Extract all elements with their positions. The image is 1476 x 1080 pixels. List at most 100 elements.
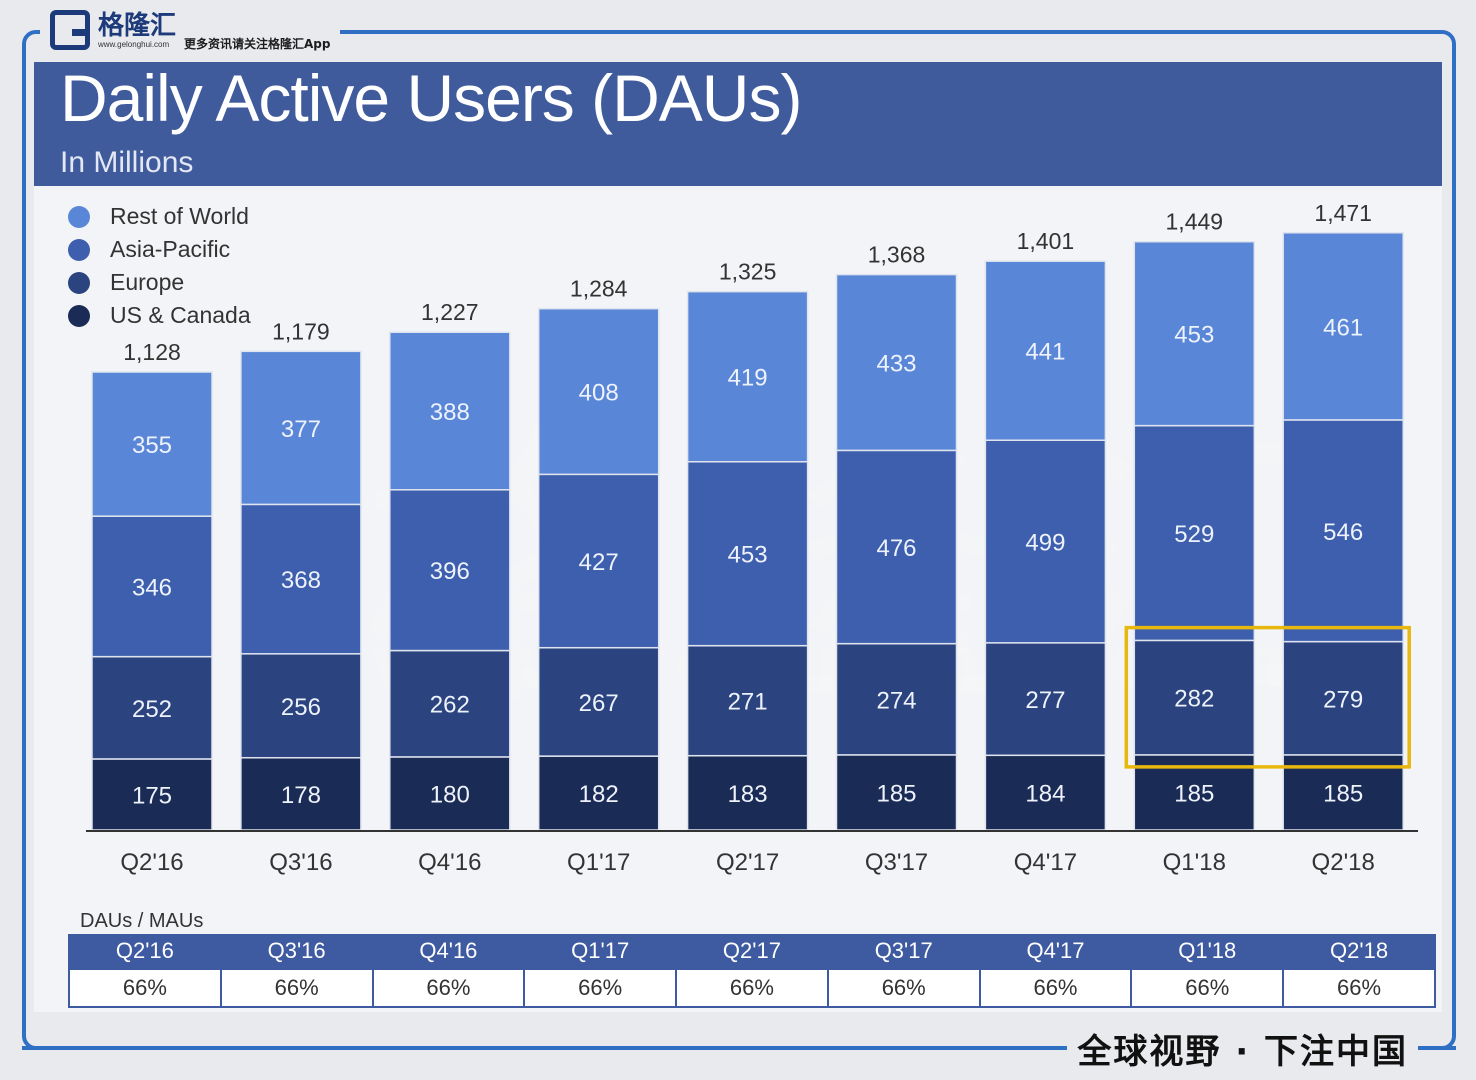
bar-segment-asia-pacific xyxy=(686,461,809,647)
bar-value-label: 252 xyxy=(132,696,172,723)
footer-divider xyxy=(22,1046,1456,1050)
bar-segment-rest-of-world xyxy=(240,350,362,506)
bar-value-label: 453 xyxy=(1174,322,1214,349)
ratio-value-cell: 66% xyxy=(1282,968,1436,1008)
bar-total-label: 1,449 xyxy=(1166,209,1224,235)
legend-label: Asia-Pacific xyxy=(110,236,231,262)
bar-value-label: 185 xyxy=(1323,780,1363,807)
legend-swatch xyxy=(68,238,90,261)
bar-segment-europe xyxy=(537,646,660,757)
bar-segment-europe xyxy=(686,644,809,757)
brand-g-icon xyxy=(50,10,90,50)
bar-value-label: 355 xyxy=(132,432,172,459)
bar-value-label: 180 xyxy=(430,781,470,808)
ratio-header-cell: Q2'17 xyxy=(675,934,829,969)
x-tick-label: Q3'17 xyxy=(865,849,928,876)
legend-swatch xyxy=(68,304,90,327)
x-tick-label: Q2'16 xyxy=(120,849,183,876)
ratio-table-title: DAUs / MAUs xyxy=(80,910,204,932)
bar-value-label: 529 xyxy=(1174,521,1214,548)
bar-segment-us-canada xyxy=(389,756,511,831)
bar-total-label: 1,179 xyxy=(272,318,330,344)
bar-value-label: 185 xyxy=(876,780,916,807)
brand-tagline: 更多资讯请关注格隆汇App xyxy=(184,37,331,51)
bar-value-label: 476 xyxy=(876,535,916,562)
x-tick-label: Q2'18 xyxy=(1312,849,1375,876)
bar-value-label: 277 xyxy=(1025,687,1065,714)
bar-total-label: 1,325 xyxy=(719,259,777,285)
legend-label: US & Canada xyxy=(110,302,251,328)
bar-value-label: 427 xyxy=(579,549,619,576)
x-tick-label: Q4'16 xyxy=(418,849,481,876)
bar-value-label: 368 xyxy=(281,567,321,594)
bar-segment-europe xyxy=(91,655,213,760)
ratio-header-cell: Q1'17 xyxy=(523,934,678,969)
bar-value-label: 499 xyxy=(1025,530,1065,557)
ratio-value-cell: 66% xyxy=(219,968,374,1008)
x-tick-label: Q1'18 xyxy=(1163,849,1226,876)
bar-total-label: 1,471 xyxy=(1314,200,1372,226)
ratio-value-cell: 66% xyxy=(68,968,222,1008)
ratio-header-cell: Q3'16 xyxy=(219,934,374,969)
bar-segment-rest-of-world xyxy=(835,273,958,452)
x-tick-label: Q3'16 xyxy=(269,849,332,876)
bar-value-label: 282 xyxy=(1174,686,1214,713)
x-tick-label: Q4'17 xyxy=(1014,849,1077,876)
bar-value-label: 377 xyxy=(281,416,321,443)
page-title: Daily Active Users (DAUs) xyxy=(60,61,802,135)
page-subtitle: In Millions xyxy=(60,146,194,179)
bar-segment-asia-pacific xyxy=(984,439,1107,644)
legend-item-rest-of-world: Rest of World xyxy=(68,200,251,233)
highlight-box xyxy=(1124,625,1411,769)
legend-swatch xyxy=(68,271,90,294)
bar-segment-rest-of-world xyxy=(1282,232,1404,421)
legend-swatch xyxy=(68,205,90,228)
brand-url: www.gelonghui.com xyxy=(98,39,170,49)
bar-value-label: 453 xyxy=(728,542,768,569)
bar-value-label: 396 xyxy=(430,558,470,585)
title-banner: Daily Active Users (DAUs) In Millions xyxy=(34,61,1442,186)
ratio-value-cell: 66% xyxy=(1130,968,1285,1008)
bar-value-label: 441 xyxy=(1025,339,1065,366)
chart-legend: Rest of World Asia-Pacific Europe US & C… xyxy=(68,200,251,332)
bar-value-label: 183 xyxy=(728,781,768,808)
legend-item-us-canada: US & Canada xyxy=(68,299,251,332)
x-tick-label: Q1'17 xyxy=(567,849,630,876)
bar-value-label: 262 xyxy=(430,692,470,719)
bar-value-label: 178 xyxy=(281,782,321,809)
bar-value-label: 185 xyxy=(1174,780,1214,807)
bar-value-label: 182 xyxy=(579,781,619,808)
ratio-value-cell: 66% xyxy=(826,968,981,1008)
ratio-table-header-row: Q2'16 Q3'16 Q4'16 Q1'17 Q2'17 Q3'17 Q4'1… xyxy=(68,934,1436,969)
ratio-header-cell: Q2'18 xyxy=(1282,934,1436,969)
ratio-header-cell: Q4'16 xyxy=(371,934,526,969)
bar-segment-rest-of-world xyxy=(537,307,660,476)
bar-value-label: 274 xyxy=(876,687,916,714)
bar-segment-rest-of-world xyxy=(389,331,511,491)
bar-value-label: 267 xyxy=(579,690,619,717)
bar-total-label: 1,368 xyxy=(868,242,926,268)
bar-segment-asia-pacific xyxy=(537,473,660,649)
bar-segment-asia-pacific xyxy=(389,489,511,652)
bar-segment-europe xyxy=(835,642,958,756)
bar-value-label: 388 xyxy=(430,399,470,426)
legend-label: Europe xyxy=(110,269,185,295)
bar-segment-europe xyxy=(1282,640,1404,756)
ratio-value-cell: 66% xyxy=(523,968,678,1008)
bar-value-label: 419 xyxy=(728,365,768,392)
bar-value-label: 346 xyxy=(132,574,172,601)
bar-total-label: 1,401 xyxy=(1017,228,1075,254)
bar-total-label: 1,128 xyxy=(123,339,181,365)
bar-segment-europe xyxy=(389,649,511,758)
bar-segment-rest-of-world xyxy=(984,260,1107,441)
bar-segment-us-canada xyxy=(537,755,660,831)
bar-value-label: 433 xyxy=(876,350,916,377)
bar-segment-rest-of-world xyxy=(91,371,213,517)
ratio-header-cell: Q4'17 xyxy=(978,934,1133,969)
legend-label: Rest of World xyxy=(110,203,249,229)
ratio-value-cell: 66% xyxy=(675,968,829,1008)
ratio-header-cell: Q1'18 xyxy=(1130,934,1285,969)
bar-value-label: 175 xyxy=(132,782,172,809)
bar-value-label: 546 xyxy=(1323,519,1363,546)
bar-total-label: 1,227 xyxy=(421,299,479,325)
